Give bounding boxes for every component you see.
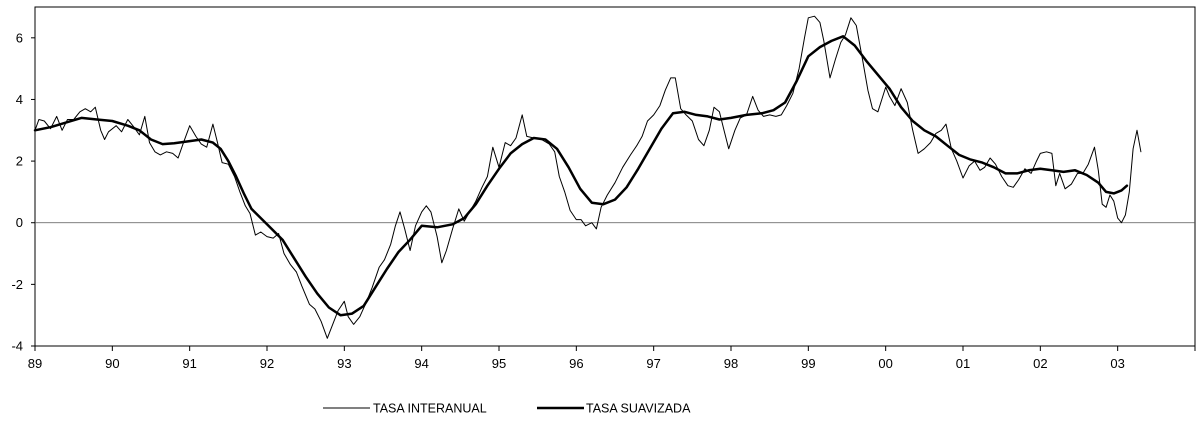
y-tick-label: -4	[11, 339, 23, 354]
x-tick-label: 03	[1110, 356, 1124, 371]
y-tick-label: -2	[11, 277, 23, 292]
x-tick-label: 89	[28, 356, 42, 371]
x-tick-label: 92	[260, 356, 274, 371]
plot-area	[34, 6, 1196, 347]
y-tick-label: 6	[16, 30, 23, 45]
x-tick-label: 01	[956, 356, 970, 371]
x-axis: 89 90 91 92 93 94 95 96 97 98 99 00 01 02 03	[28, 346, 1196, 371]
y-tick-label: 4	[16, 92, 23, 107]
x-tick-label: 96	[569, 356, 583, 371]
x-tick-label: 93	[337, 356, 351, 371]
x-tick-label: 97	[646, 356, 660, 371]
x-tick-label: 98	[724, 356, 738, 371]
x-tick-label: 90	[105, 356, 119, 371]
series-line-tasa-suavizada	[33, 35, 1129, 317]
x-tick-label: 91	[182, 356, 196, 371]
legend: TASA INTERANUAL TASA SUAVIZADA	[323, 402, 691, 416]
series-line-tasa-interanual	[34, 15, 1142, 339]
y-axis: -4 -2 0 2 4 6	[11, 30, 35, 354]
series-layer	[33, 15, 1142, 339]
x-tick-label: 99	[801, 356, 815, 371]
x-tick-label: 00	[878, 356, 892, 371]
x-tick-label: 94	[414, 356, 428, 371]
plot-frame	[34, 6, 1196, 347]
legend-label-tasa-interanual: TASA INTERANUAL	[373, 402, 487, 416]
legend-label-tasa-suavizada: TASA SUAVIZADA	[586, 402, 691, 416]
x-tick-label: 02	[1033, 356, 1047, 371]
y-tick-label: 2	[16, 154, 23, 169]
y-tick-label: 0	[16, 215, 23, 230]
x-tick-label: 95	[492, 356, 506, 371]
